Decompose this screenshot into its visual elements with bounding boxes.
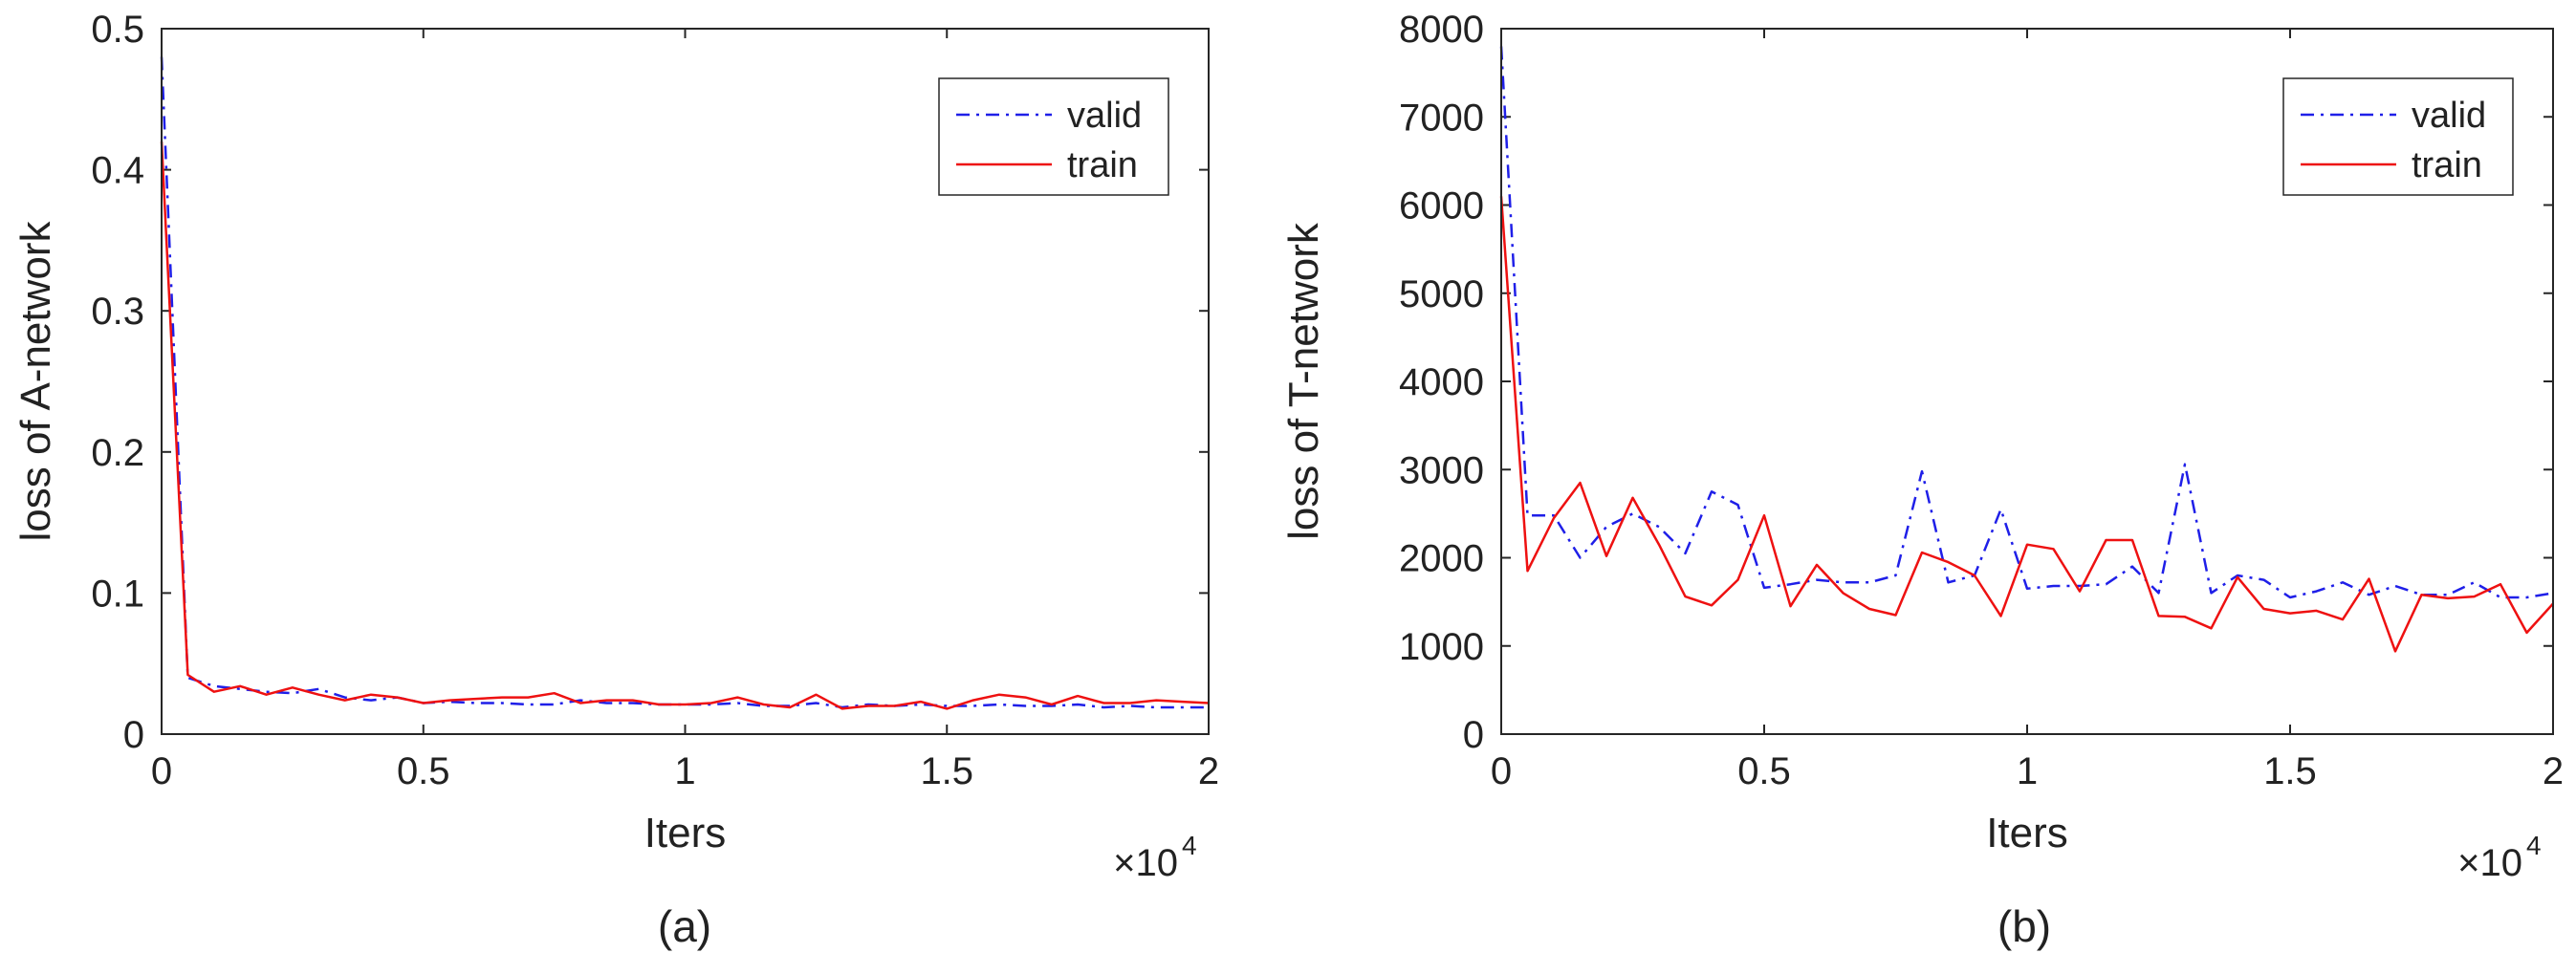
panel-a-x-axis-label: Iters <box>644 810 727 856</box>
panel-b-x-tick-label: 1.5 <box>2263 750 2317 792</box>
panel-b-y-tick-label: 7000 <box>1399 97 1484 139</box>
panel-b-x-multiplier: ×10 <box>2457 842 2522 884</box>
panel-b-series-train <box>1499 196 2554 653</box>
panel-b-series-valid <box>1499 46 2554 599</box>
panel-a-x-tick-label: 0.5 <box>397 750 450 792</box>
panel-a-y-tick-label: 0.4 <box>91 150 144 192</box>
panel-a-y-tick-label: 0.3 <box>91 291 144 333</box>
panel-a-x-multiplier-exp: 4 <box>1182 831 1197 860</box>
panel-b-x-tick-label: 1 <box>2017 750 2038 792</box>
panel-a-x-tick-label: 1.5 <box>920 750 973 792</box>
panel-a-x-tick-label: 0 <box>151 750 172 792</box>
panel-b-chart: 0 0.5 1 1.5 2 0 1000 2000 3000 4000 5000 6000 7000 80… <box>1280 9 2564 951</box>
panel-b-legend-label-train: train <box>2412 145 2482 185</box>
panel-a-panel-label: (a) <box>658 901 711 951</box>
panel-a-series-valid <box>160 56 1209 709</box>
panel-b-legend-label-valid: valid <box>2412 96 2486 136</box>
panel-a-y-tick-label: 0 <box>123 714 144 756</box>
panel-b-panel-label: (b) <box>1997 901 2051 951</box>
panel-b-y-tick-label: 4000 <box>1399 361 1484 403</box>
panel-a-series-train <box>160 141 1210 710</box>
panel-b-y-tick-label: 5000 <box>1399 273 1484 315</box>
panel-b-x-tick-label: 2 <box>2543 750 2564 792</box>
panel-a-x-tick-label: 1 <box>674 750 695 792</box>
panel-a-y-axis-label: loss of A-network <box>12 220 59 541</box>
panel-a-legend-label-valid: valid <box>1067 96 1142 136</box>
panel-b-x-tick-label: 0 <box>1491 750 1512 792</box>
panel-a-x-tick-label: 2 <box>1198 750 1219 792</box>
panel-b-x-tick-label: 0.5 <box>1737 750 1791 792</box>
panel-b-y-tick-label: 1000 <box>1399 626 1484 668</box>
panel-b-y-tick-label: 3000 <box>1399 449 1484 491</box>
panel-b-axes-box <box>1500 28 2554 735</box>
panel-b-x-multiplier-exp: 4 <box>2526 831 2542 860</box>
panel-b-legend-box <box>2282 77 2514 196</box>
panel-a-legend-box <box>938 77 1169 196</box>
panel-a-y-tick-label: 0.2 <box>91 432 144 474</box>
panel-a-legend-label-train: train <box>1067 145 1138 185</box>
panel-a-axes-box <box>161 28 1210 735</box>
panel-b-y-tick-label: 6000 <box>1399 185 1484 228</box>
panel-a-x-multiplier: ×10 <box>1113 842 1178 884</box>
panel-b-y-tick-label: 8000 <box>1399 9 1484 51</box>
panel-b-x-axis-label: Iters <box>1986 810 2068 856</box>
panel-b-y-tick-label: 0 <box>1463 714 1484 756</box>
panel-a-chart: 0 0.5 1 1.5 2 0 0.1 0.2 0.3 0.4 0.5 valid train Iters… <box>12 9 1219 951</box>
panel-b-y-axis-label: loss of T-network <box>1280 222 1327 540</box>
panel-b-y-tick-label: 2000 <box>1399 538 1484 580</box>
panel-a-y-tick-label: 0.5 <box>91 9 144 51</box>
panel-a-y-tick-label: 0.1 <box>91 573 144 615</box>
